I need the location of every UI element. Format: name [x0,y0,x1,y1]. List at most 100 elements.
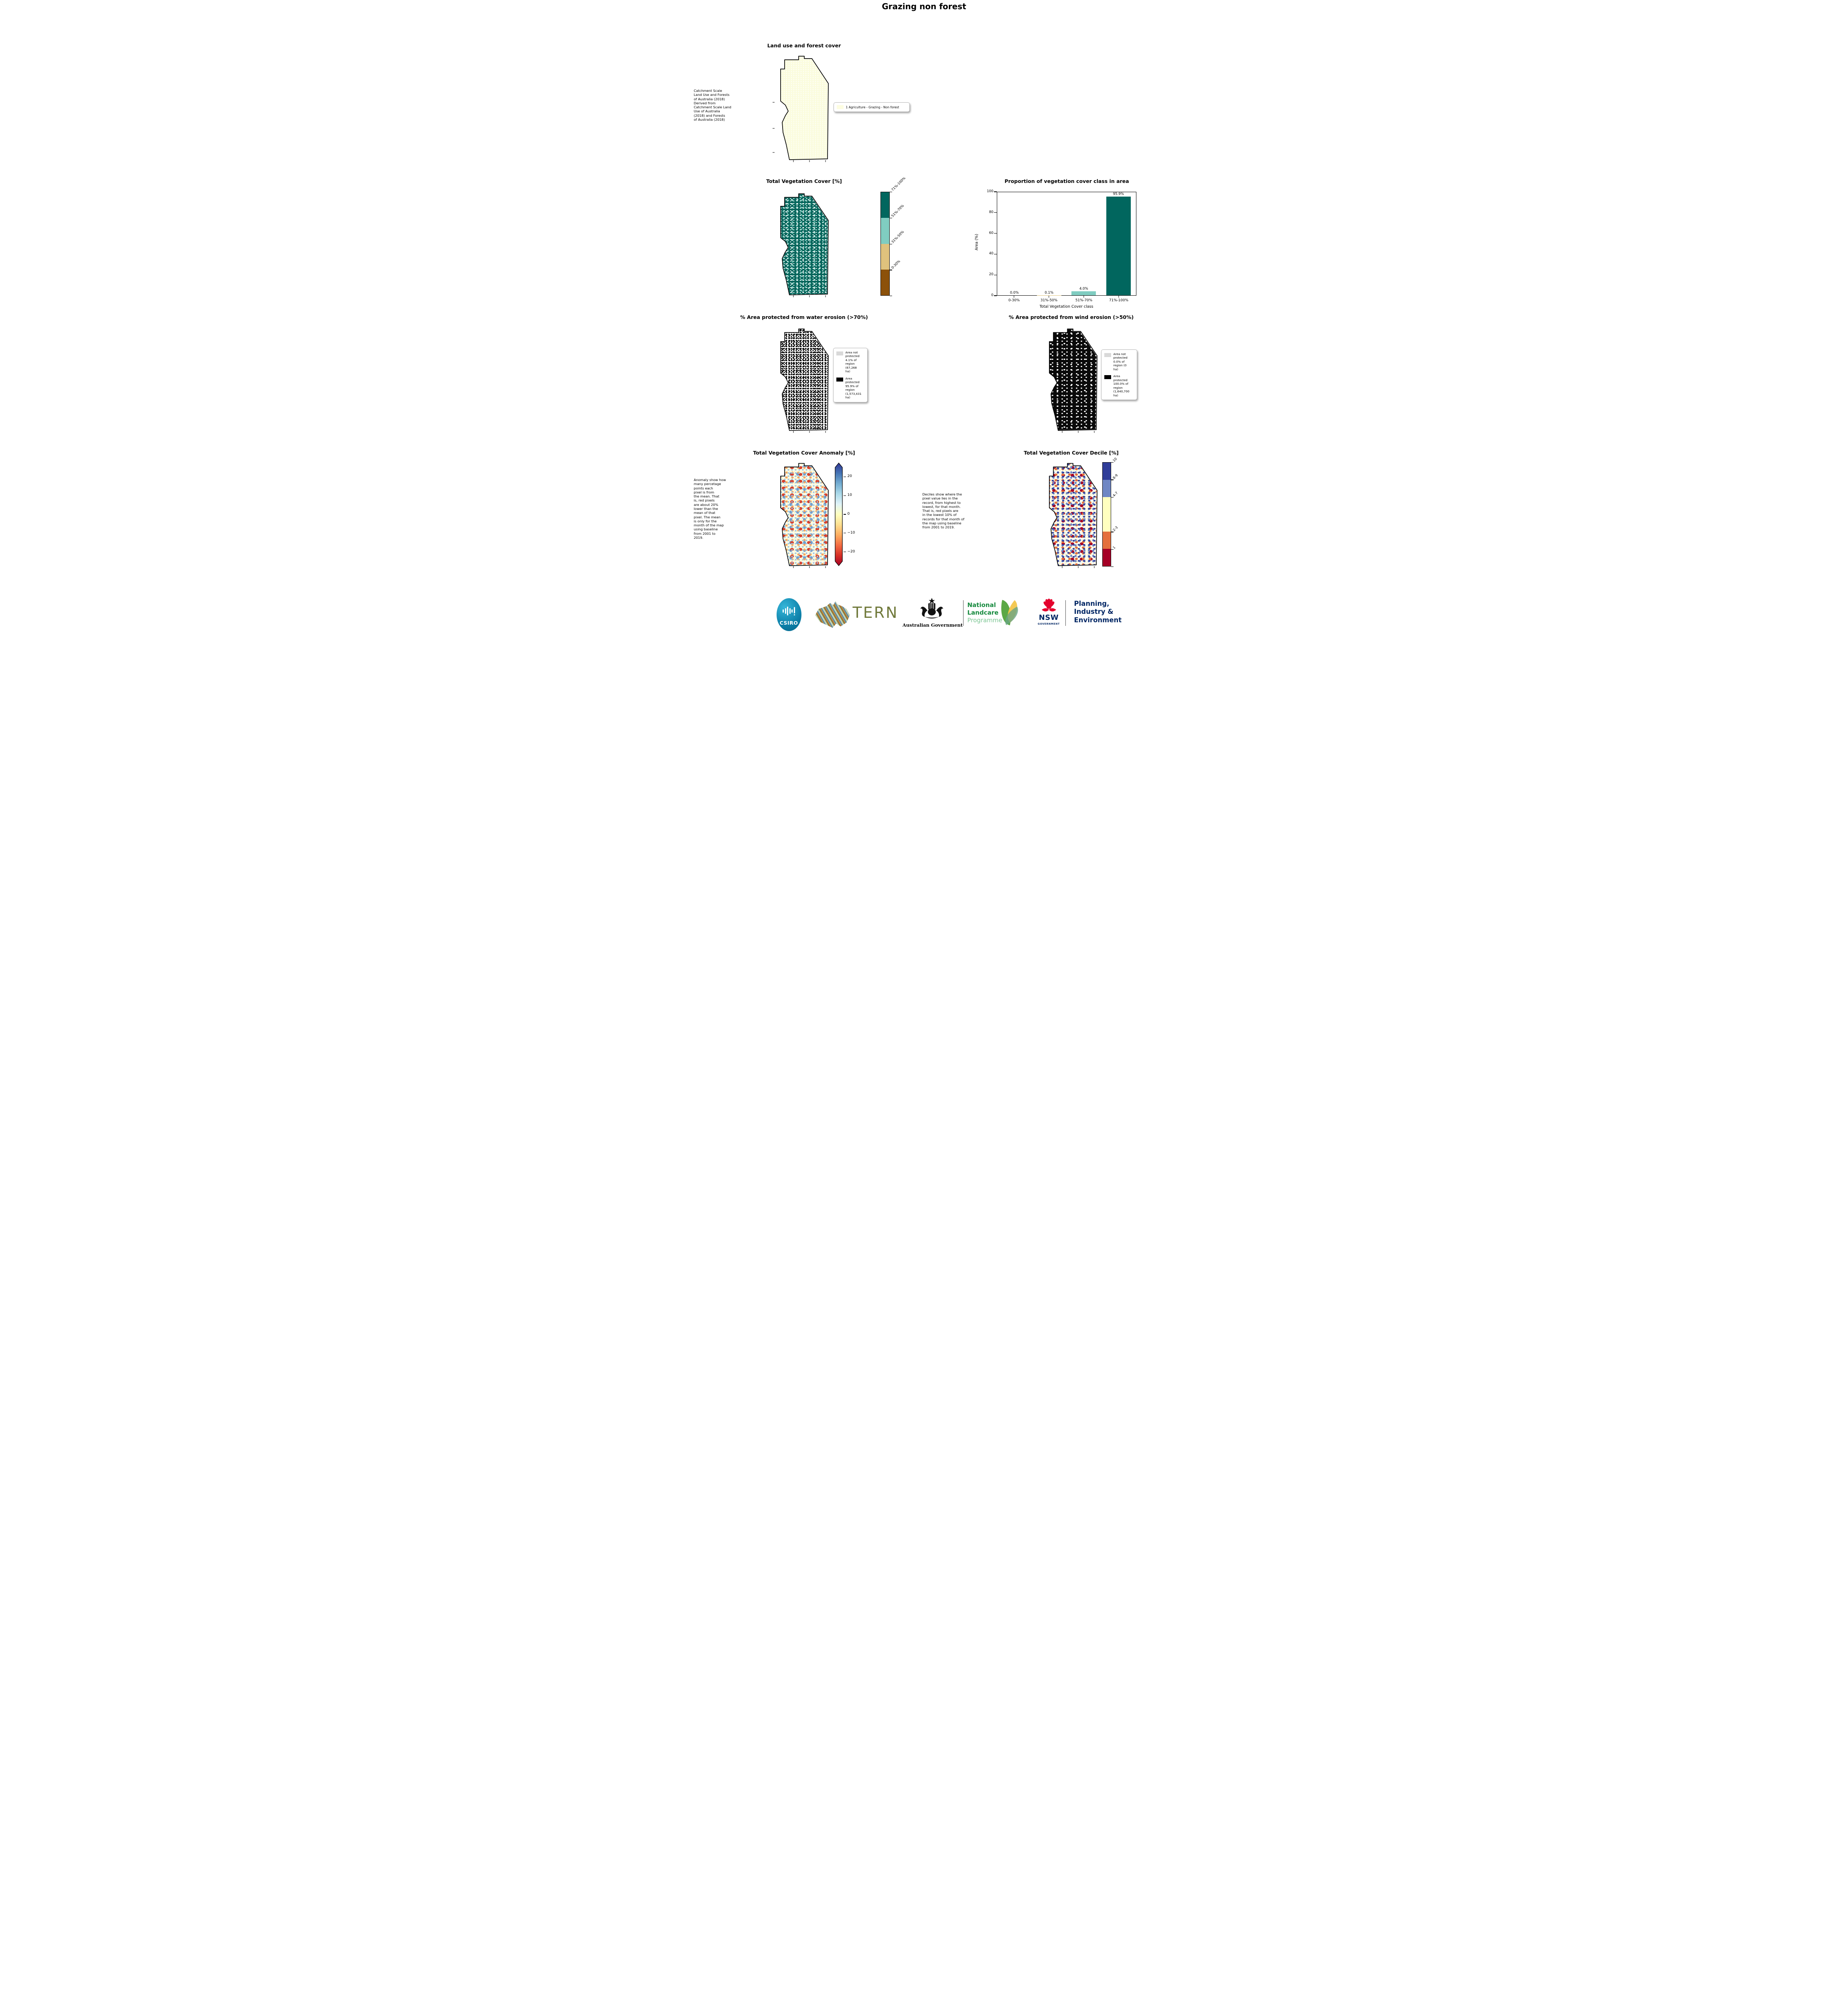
colorbar-tick-label: 20 [847,474,852,479]
colorbar-segment [1102,532,1111,549]
colorbar-label: 4-7 [1112,490,1119,497]
y-tick-mark [994,295,997,296]
bar-chart-xlabel: Total Vegetation Cover class [1039,305,1093,309]
nsw-government-label: GOVERNMENT [1038,623,1060,625]
bar-slot: 0.0% [997,192,1032,295]
landuse-map-fill [781,56,828,159]
x-tick-mark [1083,296,1084,298]
colorbar-tick [1111,549,1114,550]
landcare-label-line3: Programme [967,616,1002,624]
colorbar-label: 51%-70% [890,203,905,218]
colorbar-tick [1111,479,1114,480]
y-tick-label: 0 [991,293,994,297]
colorbar-tick [1111,566,1114,567]
anomaly-colorbar-icon [834,462,843,566]
report-page: Grazing non forest Land use and forest c… [693,0,1155,642]
y-tick-mark [994,191,997,192]
anomaly-map-outline [775,461,832,568]
x-tick-label: 51%-70% [1075,298,1093,303]
bar-slot: 4.0% [1067,192,1101,295]
water-erosion-legend: Area not protected 4.1% of region (67,26… [833,348,868,402]
colorbar-tick-label: 0 [847,512,850,516]
australian-government-logo [919,597,945,622]
bar-chart-title: Proportion of vegetation cover class in … [1004,178,1129,184]
colorbar-label: 0-30% [890,259,901,270]
anomaly-map [775,461,832,568]
landuse-legend: 1 Agriculture - Grazing - Non forest [833,102,910,112]
legend-swatch [1104,375,1111,380]
decile-title: Total Vegetation Cover Decile [%] [1024,450,1119,456]
anomaly-note: Anomaly show how many percetage points e… [694,478,726,540]
colorbar-label: 8-9 [1112,473,1119,480]
landuse-legend-swatch [836,105,844,109]
bar-value-label: 0.0% [1010,291,1019,295]
colorbar-segment [1102,480,1111,497]
csiro-soundwave-icon [777,598,801,618]
bar-value-label: 95.9% [1113,192,1124,196]
bar-slot: 95.9% [1101,192,1136,295]
colorbar-tick [1111,462,1114,463]
tern-logo-label: TERN [852,604,899,621]
colorbar-tick-label: 10 [847,493,852,497]
anomaly-map-fill [781,463,828,565]
coat-of-arms-icon [920,598,943,619]
csiro-logo-label: CSIRO [779,620,798,626]
decile-map [1044,461,1100,568]
colorbar-segment [880,244,889,270]
legend-label: Area protected 95.9% of region (1,573,43… [845,376,862,400]
vegcover-title: Total Vegetation Cover [%] [766,178,842,184]
decile-map-fill [1049,463,1097,565]
landuse-note: Catchment Scale Land Use and Forests of … [694,89,731,122]
landuse-title: Land use and forest cover [767,43,841,49]
legend-entry: Area not protected 4.1% of region (67,26… [836,351,864,374]
water-erosion-map [775,327,832,433]
nsw-government-logo [1040,597,1058,616]
legend-entry: Area protected 95.9% of region (1,573,43… [836,377,864,400]
waratah-icon [1041,599,1056,611]
bar [1106,196,1131,295]
colorbar-label: 71%-100% [890,176,906,192]
colorbar-segment [1102,549,1111,566]
x-tick-label: 0-30% [1008,298,1020,303]
y-tick-label: 20 [989,272,994,277]
x-tick-label: 71%-100% [1109,298,1128,303]
bar-chart-plot: 0.0% 0.1% 4.0% 95.9% [996,192,1136,296]
legend-label: Area protected 100.0% of region (1,640,7… [1113,374,1130,397]
landuse-map-outline [772,54,832,162]
wind-erosion-map-outline [1044,327,1100,433]
wind-erosion-map [1044,327,1100,433]
vegcover-map [775,192,832,297]
tern-australia-icon [815,601,850,628]
legend-swatch [836,377,843,382]
colorbar-tick-label: −10 [847,530,855,535]
vegcover-map-outline [775,192,832,297]
water-erosion-title: % Area protected from water erosion (>70… [740,314,868,320]
vegcover-map-fill [781,194,828,294]
x-tick-label: 31%-50% [1040,298,1058,303]
logo-divider [1065,600,1066,626]
nsw-label: NSW [1039,613,1059,622]
legend-swatch [836,351,843,355]
colorbar-tick [843,495,846,496]
decile-colorbar [1102,462,1111,566]
landcare-label-line1: National [967,601,996,609]
colorbar-segment [880,269,889,295]
wind-erosion-legend: Area not protected 0.0% of region (0 ha)… [1101,349,1137,400]
bar-chart-xlabels: 0-30% 31%-50% 51%-70% 71%-100% [997,298,1136,303]
legend-entry: Area protected 100.0% of region (1,640,7… [1104,374,1134,397]
colorbar-segment [880,192,889,218]
y-tick-label: 60 [989,231,994,235]
colorbar-label: 2-3 [1112,525,1119,532]
colorbar-segment [880,218,889,244]
landcare-leaves-icon [997,600,1023,627]
water-erosion-map-outline [775,327,832,433]
landuse-legend-label: 1 Agriculture - Grazing - Non forest [846,105,899,109]
water-erosion-map-fill [781,329,828,430]
colorbar-segment [1102,463,1111,480]
decile-note: Deciles show where the pixel value lies … [922,492,965,530]
anomaly-title: Total Vegetation Cover Anomaly [%] [753,450,855,456]
legend-label: Area not protected 0.0% of region (0 ha) [1113,352,1128,371]
bar [1071,291,1096,295]
colorbar-tick-label: −20 [847,549,855,554]
anomaly-colorbar [834,462,843,566]
